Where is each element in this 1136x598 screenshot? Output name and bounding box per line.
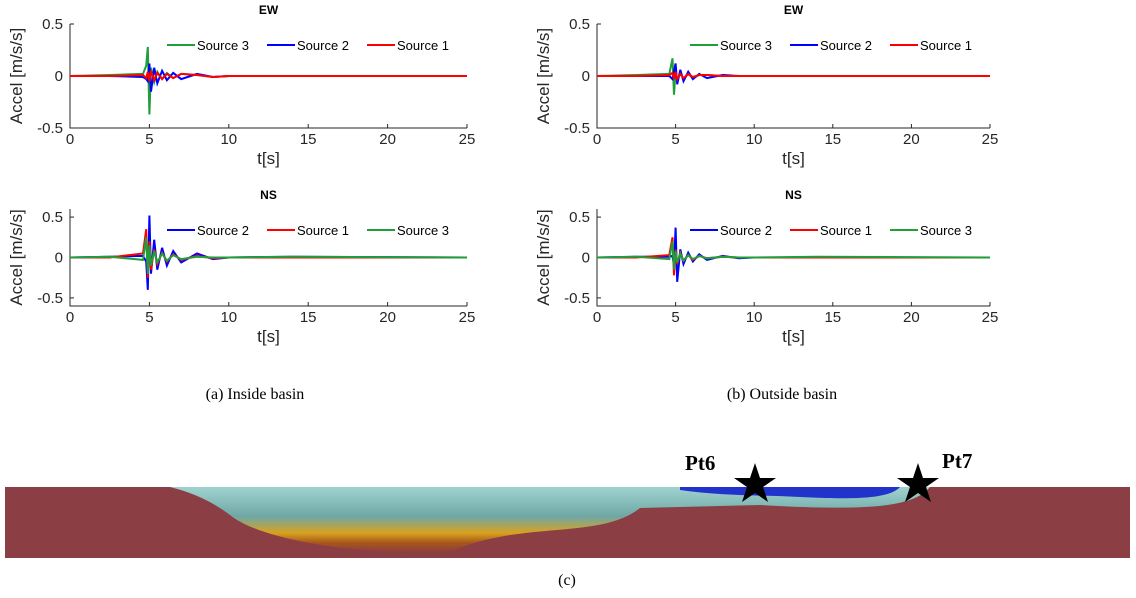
axis-line [69,24,467,129]
y-axis-label: Accel [m/s/s] [534,209,553,305]
chart-title: EW [259,3,279,17]
y-tick-label: -0.5 [564,290,590,307]
legend-label: Source 1 [920,38,972,53]
y-axis-label: Accel [m/s/s] [7,28,26,124]
x-tick-label: 0 [593,131,601,148]
station-label: Pt7 [942,449,972,473]
legend-label: Source 2 [297,38,349,53]
series-line [70,63,467,92]
y-tick-label: -0.5 [564,120,590,137]
legend-label: Source 1 [297,223,349,238]
chart-title: EW [784,3,804,17]
series-line [69,237,468,274]
legend-label: Source 1 [397,38,449,53]
legend-label: Source 3 [720,38,772,53]
chart-title: NS [260,188,277,202]
chart-title: NS [785,188,802,202]
x-tick-label: 10 [746,131,763,148]
basin-fill [170,487,930,553]
basin-image: Pt6 Pt7 [5,449,1130,558]
x-tick-label: 0 [66,131,74,148]
y-tick-label: 0 [55,250,63,267]
y-tick-label: 0.5 [569,16,590,33]
axis-line [596,209,990,307]
x-tick-label: 15 [824,131,841,148]
series-line [596,241,991,270]
axis-line [596,24,990,129]
y-tick-label: -0.5 [37,290,63,307]
x-axis-label: t[s] [257,327,280,346]
x-tick-label: 5 [145,309,153,326]
x-tick-label: 25 [982,309,999,326]
station-marker [897,463,939,502]
y-tick-label: 0 [582,68,590,85]
series-line [597,71,990,82]
x-tick-label: 5 [145,131,153,148]
x-tick-label: 20 [903,309,920,326]
x-tick-label: 20 [379,309,396,326]
y-tick-label: 0 [582,250,590,267]
x-axis-label: t[s] [782,149,805,168]
x-tick-label: 15 [300,309,317,326]
y-axis-label: Accel [m/s/s] [7,209,26,305]
x-tick-label: 25 [982,131,999,148]
legend-label: Source 3 [920,223,972,238]
x-tick-label: 25 [459,131,476,148]
x-tick-label: 20 [903,131,920,148]
x-axis-label: t[s] [257,149,280,168]
axis-line [69,209,467,307]
station-label: Pt6 [685,451,715,475]
x-axis-label: t[s] [782,327,805,346]
y-tick-label: 0.5 [42,209,63,226]
x-tick-label: 15 [300,131,317,148]
x-tick-label: 10 [220,131,237,148]
legend-label: Source 2 [197,223,249,238]
y-tick-label: 0 [55,68,63,85]
caption: (c) [558,572,576,589]
legend-label: Source 2 [820,38,872,53]
caption: (a) Inside basin [206,386,305,403]
x-tick-label: 20 [379,131,396,148]
x-tick-label: 15 [824,309,841,326]
x-tick-label: 25 [459,309,476,326]
legend-label: Source 3 [397,223,449,238]
y-axis-label: Accel [m/s/s] [534,28,553,124]
station-marker [734,463,776,502]
x-tick-label: 0 [66,309,74,326]
y-tick-label: -0.5 [37,120,63,137]
legend-label: Source 1 [820,223,872,238]
series-line [70,70,467,84]
y-tick-label: 0.5 [42,16,63,33]
x-tick-label: 5 [671,131,679,148]
series-line [69,46,467,115]
caption: (b) Outside basin [727,386,837,403]
y-tick-label: 0.5 [569,209,590,226]
basin-top-layer [680,487,900,499]
legend-label: Source 2 [720,223,772,238]
x-tick-label: 10 [220,309,237,326]
x-tick-label: 10 [746,309,763,326]
x-tick-label: 5 [671,309,679,326]
legend-label: Source 3 [197,38,249,53]
x-tick-label: 0 [593,309,601,326]
